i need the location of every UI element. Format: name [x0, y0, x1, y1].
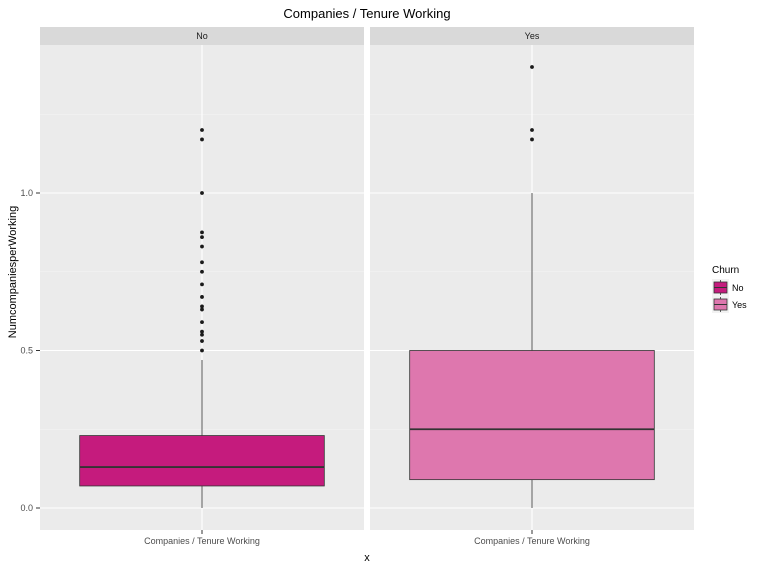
outlier-point — [200, 295, 204, 299]
y-axis: 0.0 0.5 1.0 — [20, 188, 40, 513]
facet-panel-yes: Yes Companies / Tenure Working — [370, 27, 694, 546]
y-axis-label: NumcompaniesperWorking — [7, 206, 19, 338]
outlier-point — [530, 137, 534, 142]
facet-strip-label: No — [196, 31, 208, 41]
legend: Churn No Yes — [712, 265, 747, 313]
outlier-point — [530, 65, 534, 69]
y-tick-label: 1.0 — [20, 188, 33, 198]
x-tick-label: Companies / Tenure Working — [144, 536, 260, 546]
outlier-point — [200, 235, 204, 240]
facet-panel-no: No Companies / Tenure Working — [40, 27, 364, 546]
outlier-point — [200, 137, 204, 142]
outlier-point — [200, 260, 204, 265]
outlier-point — [200, 339, 204, 343]
y-tick-label: 0.0 — [20, 503, 33, 513]
outlier-point — [200, 304, 204, 309]
outlier-point — [200, 320, 204, 325]
legend-label: Yes — [732, 300, 747, 310]
outlier-point — [200, 329, 204, 334]
facet-strip — [370, 27, 694, 45]
facet-panels: No Companies / Tenure Working Yes Companies… — [40, 27, 694, 546]
outlier-point — [200, 348, 204, 353]
legend-title: Churn — [712, 265, 739, 276]
outlier-point — [200, 128, 204, 132]
box — [409, 350, 655, 481]
facet-strip-label: Yes — [525, 31, 540, 41]
legend-entry-no: No — [712, 279, 744, 296]
x-axis-label: x — [364, 552, 370, 564]
outlier-point — [530, 128, 534, 132]
outlier-point — [200, 282, 204, 287]
outlier-point — [200, 191, 204, 195]
outlier-point — [200, 307, 204, 312]
outlier-point — [200, 230, 204, 235]
facet-strip — [40, 27, 364, 45]
x-tick-label: Companies / Tenure Working — [474, 536, 590, 546]
legend-entry-yes: Yes — [712, 296, 747, 313]
outlier-point — [200, 244, 204, 249]
y-tick-label: 0.5 — [20, 346, 33, 356]
chart-title: Companies / Tenure Working — [283, 6, 450, 21]
box — [79, 435, 325, 487]
outlier-point — [200, 332, 204, 337]
legend-label: No — [732, 283, 744, 293]
outlier-point — [200, 269, 204, 274]
